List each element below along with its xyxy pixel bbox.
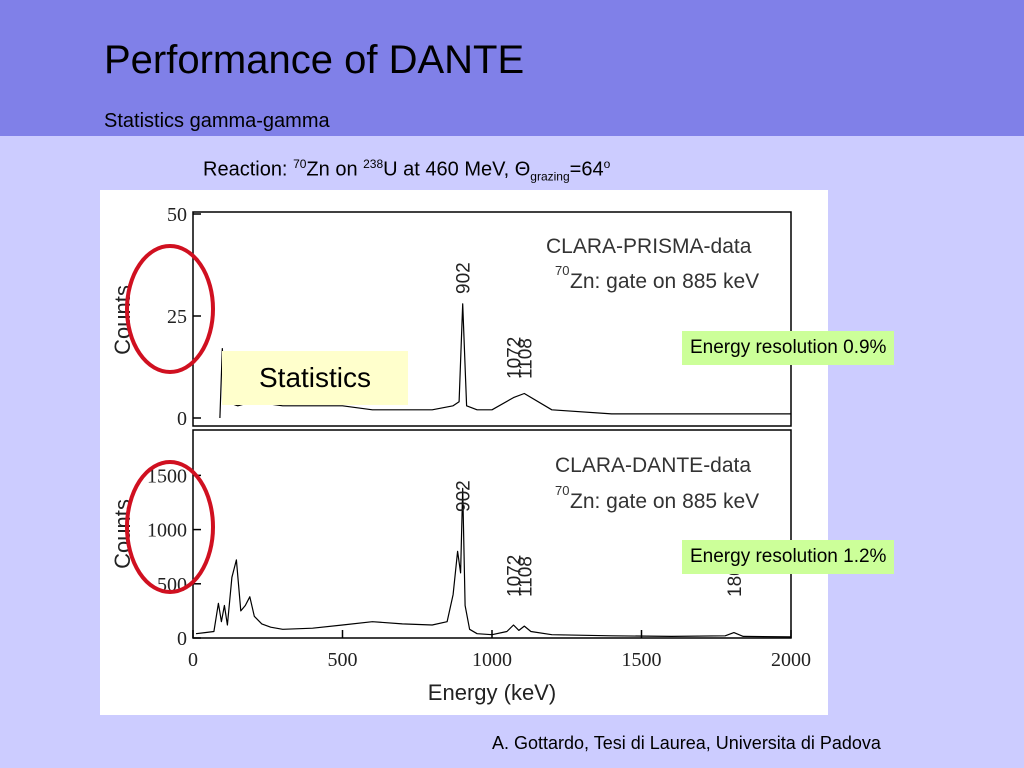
x-tick-label: 1500 [622, 649, 662, 671]
top-y-tick-label: 25 [167, 306, 187, 328]
zn-mass: 70 [293, 157, 307, 171]
top-y-tick-label: 0 [177, 408, 187, 430]
top-peak-label: 1108 [515, 338, 536, 379]
bottom-peak-label: 1072 [505, 555, 526, 597]
energy-resolution-top: Energy resolution 0.9% [682, 331, 895, 365]
title-bar [0, 0, 1024, 136]
top-panel-title: CLARA-PRISMA-data [546, 235, 752, 258]
theta-value: =64 [569, 158, 604, 181]
highlight-circle-top [125, 244, 215, 374]
bottom-y-tick-label: 0 [177, 628, 187, 650]
bottom-spectrum-line [195, 487, 792, 638]
spectrum-figure: 0 25 50 902 1072 1108 0 500 1000 1500 0 500 1000 150… [100, 190, 828, 715]
u-text: U at 460 MeV, Θ [383, 158, 531, 181]
reaction-prefix: Reaction: [203, 158, 294, 181]
zn-text: Zn on [306, 158, 364, 181]
top-y-axis-label: Counts [110, 285, 135, 355]
top-y-tick-label: 50 [167, 204, 187, 226]
top-gate-mass: 70 [555, 263, 569, 278]
bottom-peak-label: 1108 [515, 556, 536, 597]
slide-title: Performance of DANTE [104, 38, 525, 82]
x-tick-label: 1000 [472, 649, 512, 671]
x-axis-label: Energy (keV) [428, 680, 556, 705]
bottom-panel-title: CLARA-DANTE-data [555, 454, 751, 477]
u-mass: 238 [363, 157, 384, 171]
energy-resolution-bottom: Energy resolution 1.2% [682, 540, 895, 574]
top-gate-text: Zn: gate on 885 keV [570, 270, 759, 293]
top-panel-frame [192, 211, 792, 427]
theta-sub: grazing [530, 169, 570, 184]
bottom-y-tick-label: 1000 [147, 520, 187, 542]
footer-credit: A. Gottardo, Tesi di Laurea, Universita … [492, 733, 881, 753]
reaction-line: Reaction: 70Zn on 238U at 460 MeV, Θgraz… [203, 157, 610, 184]
x-tick-label: 500 [328, 649, 358, 671]
statistics-label: Statistics [258, 362, 372, 393]
slide-subtitle: Statistics gamma-gamma [104, 110, 330, 132]
bottom-gate-mass: 70 [555, 483, 569, 498]
bottom-gate-text: Zn: gate on 885 keV [570, 490, 759, 513]
top-peak-label: 1072 [505, 337, 526, 379]
highlight-circle-bottom [125, 460, 215, 594]
theta-unit: o [603, 157, 611, 171]
x-tick-label: 0 [188, 649, 198, 671]
statistics-label-box: Statistics [222, 351, 408, 405]
bottom-y-tick-label: 1500 [147, 465, 187, 487]
x-tick-label: 2000 [771, 649, 811, 671]
bottom-peak-label: 902 [454, 480, 475, 512]
top-peak-label: 902 [454, 262, 475, 294]
